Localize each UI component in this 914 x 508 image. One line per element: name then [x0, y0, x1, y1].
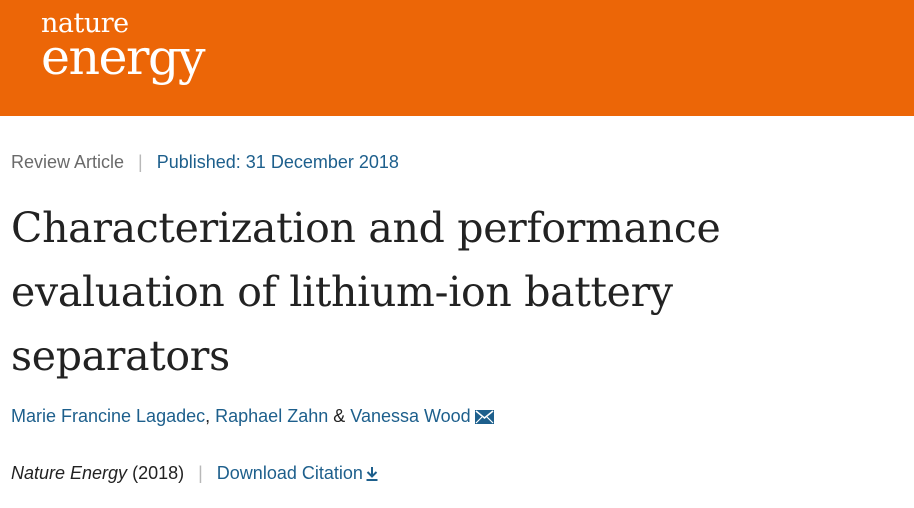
download-citation-label: Download Citation: [216, 463, 363, 483]
download-citation-link[interactable]: Download Citation: [217, 463, 378, 483]
article-title: Characterization and performance evaluat…: [11, 204, 721, 380]
envelope-icon[interactable]: [474, 406, 494, 430]
author-ampersand: &: [333, 406, 346, 426]
nature-energy-logo[interactable]: nature energy: [41, 8, 206, 86]
meta-separator: |: [138, 152, 143, 172]
citation-separator: |: [198, 463, 203, 483]
logo-energy-text: energy: [41, 29, 206, 86]
author-list: Marie Francine Lagadec, Raphael Zahn & V…: [11, 404, 494, 430]
logo-nature-text: nature: [41, 8, 129, 39]
citation-year: (2018): [132, 463, 185, 483]
journal-name: Nature Energy: [11, 463, 128, 483]
author-link[interactable]: Raphael Zahn: [215, 406, 329, 426]
published-date: Published: 31 December 2018: [156, 152, 399, 172]
author-link[interactable]: Vanessa Wood: [350, 406, 471, 426]
author-separator: ,: [205, 406, 211, 426]
author-link[interactable]: Marie Francine Lagadec: [11, 406, 206, 426]
download-arrow-icon: [366, 463, 378, 487]
article-type: Review Article: [11, 152, 125, 172]
site-header: nature energy: [0, 0, 914, 116]
citation-line: Nature Energy (2018) | Download Citation: [11, 461, 378, 487]
article-meta: Review Article | Published: 31 December 20…: [11, 150, 399, 174]
